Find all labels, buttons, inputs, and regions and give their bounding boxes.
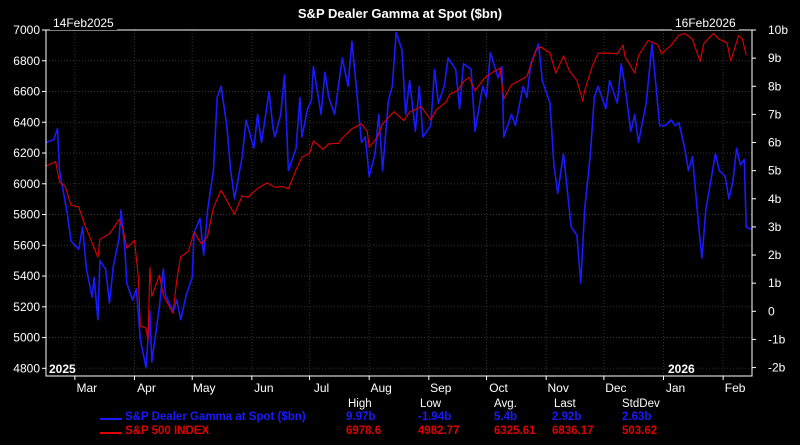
legend-name-spx: S&P 500 INDEX — [125, 425, 210, 437]
legend-value-gamma-high: 9.97b — [346, 411, 376, 423]
legend-header-avg: Avg. — [494, 398, 517, 410]
x-tick-label: Dec — [605, 381, 626, 395]
y-right-tick-label: -2b — [768, 361, 786, 375]
x-tick-label: Jul — [314, 381, 329, 395]
x-tick-label: May — [193, 381, 216, 395]
series-line-spx — [45, 32, 747, 341]
x-tick-label: Jun — [254, 381, 273, 395]
y-right-tick-label: 4b — [768, 192, 782, 206]
legend-value-gamma-avg: 5.4b — [494, 411, 518, 423]
y-right-tick-label: 6b — [768, 136, 782, 150]
y-left-tick-label: 7000 — [13, 23, 40, 37]
y-right-tick-label: 10b — [768, 23, 788, 37]
legend-value-spx-high: 6978.6 — [346, 425, 382, 437]
y-left-tick-label: 4800 — [13, 361, 40, 375]
y-left-tick-label: 6000 — [13, 177, 40, 191]
legend-value-spx-avg: 6325.61 — [494, 425, 536, 437]
legend-header-high: High — [348, 398, 372, 410]
x-tick-label: Aug — [371, 381, 392, 395]
legend-header-stddev: StdDev — [622, 398, 660, 410]
y-left-tick-label: 6800 — [13, 54, 40, 68]
y-left-tick-label: 5000 — [13, 331, 40, 345]
y-left-tick-label: 5800 — [13, 208, 40, 222]
x-tick-label: Jan — [666, 381, 685, 395]
y-right-tick-label: 3b — [768, 220, 782, 234]
x-tick-label: Mar — [77, 381, 98, 395]
y-right-tick-label: 7b — [768, 107, 782, 121]
legend-value-spx-stddev: 503.62 — [622, 425, 658, 437]
y-left-tick-label: 6600 — [13, 85, 40, 99]
year-label-right: 2026 — [668, 362, 695, 376]
y-left-tick-label: 5200 — [13, 300, 40, 314]
y-left-tick-label: 5400 — [13, 269, 40, 283]
legend-header-last: Last — [554, 398, 576, 410]
legend-swatch-spx — [100, 432, 122, 434]
y-right-tick-label: 5b — [768, 164, 782, 178]
series-line-gamma — [45, 31, 753, 369]
x-tick-label: Sep — [430, 381, 452, 395]
y-right-tick-label: -1b — [768, 332, 786, 346]
plot-frame — [45, 29, 753, 377]
y-right-tick-label: 8b — [768, 79, 782, 93]
end-date-label: 16Feb2026 — [672, 16, 739, 30]
legend-value-gamma-stddev: 2.63b — [622, 411, 652, 423]
x-tick-label: Apr — [137, 381, 156, 395]
start-date-label: 14Feb2025 — [50, 16, 117, 30]
legend-name-gamma: S&P Dealer Gamma at Spot ($bn) — [125, 411, 306, 423]
year-label-left: 2025 — [49, 362, 76, 376]
x-tick-label: Feb — [725, 381, 746, 395]
chart-title: S&P Dealer Gamma at Spot ($bn) — [297, 6, 503, 21]
y-left-tick-label: 6200 — [13, 146, 40, 160]
legend-value-spx-low: 4982.77 — [418, 425, 460, 437]
x-tick-label: Nov — [547, 381, 568, 395]
axis-layer: 4800 5000 5200 5400 5600 5800 6000 6200 6400 6600… — [13, 23, 788, 395]
y-right-tick-label: 1b — [768, 276, 782, 290]
y-right-tick-label: 0 — [768, 304, 775, 318]
legend-swatch-gamma — [100, 418, 122, 420]
legend-value-spx-last: 6836.17 — [552, 425, 594, 437]
y-left-tick-label: 5600 — [13, 238, 40, 252]
series-layer — [45, 31, 753, 369]
legend-value-gamma-last: 2.92b — [552, 411, 582, 423]
y-left-tick-label: 6400 — [13, 115, 40, 129]
legend-value-gamma-low: -1.94b — [418, 411, 452, 423]
x-tick-label: Oct — [489, 381, 508, 395]
y-right-tick-label: 9b — [768, 51, 782, 65]
grid-layer — [46, 29, 752, 376]
y-right-tick-label: 2b — [768, 248, 782, 262]
legend-header-low: Low — [420, 398, 442, 410]
